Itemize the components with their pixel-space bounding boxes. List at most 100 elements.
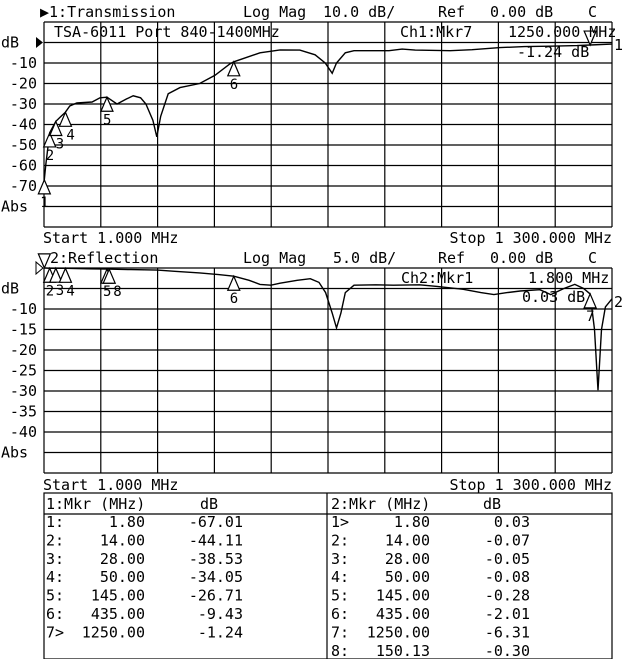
marker-id: 4:: [331, 568, 349, 586]
marker-freq: 28.00: [385, 550, 430, 568]
marker-label: 2: [46, 283, 54, 299]
marker-freq: 1.80: [109, 513, 145, 531]
y-tick-label: -70: [10, 177, 37, 195]
marker-id: 5:: [46, 587, 64, 605]
marker-label: 5: [103, 284, 111, 300]
marker-id: 1:: [46, 513, 64, 531]
ch1-ref-position-label: 1: [614, 36, 623, 54]
ch2-stop: Stop 1 300.000 MHz: [449, 476, 612, 494]
marker-db: -2.01: [485, 605, 530, 623]
table-left-header-db: dB: [200, 495, 218, 513]
marker-id: 3:: [46, 550, 64, 568]
marker-id: 8:: [331, 642, 349, 659]
y-tick-label: -10: [10, 54, 37, 72]
marker-4[interactable]: 4: [58, 266, 75, 299]
marker-db: -0.07: [485, 531, 530, 549]
y-tick-label: -40: [10, 116, 37, 134]
table-row: 4: 50.00 -34.05: [46, 568, 243, 586]
ch1-stop: Stop 1 300.000 MHz: [449, 229, 612, 247]
table-border: [43, 492, 613, 659]
marker-7[interactable]: [583, 30, 598, 47]
marker-triangle-icon: [37, 178, 52, 195]
marker-3[interactable]: 3: [48, 119, 64, 153]
y-tick-label: -60: [10, 157, 37, 175]
marker-7[interactable]: 7: [583, 292, 598, 325]
ch1-cal-indicator: C: [588, 3, 597, 21]
marker-freq: 28.00: [100, 550, 145, 568]
marker-triangle-icon: [226, 274, 241, 291]
table-row: 4: 50.00 -0.08: [331, 568, 530, 586]
ch2-title: 2:Reflection: [50, 249, 158, 267]
marker-freq: 150.13: [376, 642, 430, 659]
marker-label: 3: [56, 137, 64, 153]
marker-4[interactable]: 4: [58, 110, 75, 143]
table-right-header-db: dB: [483, 495, 501, 513]
table-row: 3: 28.00 -38.53: [46, 550, 243, 568]
marker-5[interactable]: 5: [100, 95, 114, 128]
ch1-ref-label: Ref: [438, 3, 465, 21]
marker-id: 4:: [46, 568, 64, 586]
marker-db: -26.71: [189, 587, 243, 605]
y-tick-label: Abs: [1, 198, 28, 216]
marker-label: 1: [40, 195, 48, 211]
y-tick-label: -10: [10, 300, 37, 318]
marker-6[interactable]: 6: [226, 274, 241, 307]
marker-triangle-icon: [100, 95, 114, 112]
table-row: 5: 145.00 -0.28: [331, 587, 530, 605]
ch1-title: ▶1:Transmission: [40, 3, 175, 21]
ch2-ref-label: Ref: [438, 249, 465, 267]
ch1-marker-value: -1.24 dB: [517, 43, 589, 61]
ch1-marker-readout: Ch1:Mkr7: [400, 23, 472, 41]
y-tick-label: dB: [1, 280, 19, 298]
table-row: 5: 145.00 -26.71: [46, 587, 243, 605]
marker-db: -0.08: [485, 568, 530, 586]
table-row: 3: 28.00 -0.05: [331, 550, 530, 568]
table-row: 1: 1.80 -67.01: [46, 513, 243, 531]
marker-id: 1>: [331, 513, 349, 531]
ch1-plot: 1 234 5 6: [36, 21, 613, 228]
marker-label: 7: [586, 309, 594, 325]
ch1-format: Log Mag: [243, 3, 306, 21]
y-tick-label: Abs: [1, 444, 28, 462]
table-row: 2: 14.00 -0.07: [331, 531, 530, 549]
ch1-marker-freq: 1250.000 MHz: [508, 23, 616, 41]
marker-triangle-icon: [58, 110, 73, 127]
marker-id: 6:: [331, 605, 349, 623]
marker-label: 6: [230, 291, 238, 307]
marker-3[interactable]: 3: [48, 266, 64, 299]
table-left-header-mkr: 1:Mkr (MHz): [46, 495, 145, 513]
marker-triangle-icon: [48, 119, 63, 137]
active-marker-triangle-icon: [583, 30, 598, 47]
ch2-marker-value: 0.03 dB: [522, 288, 585, 306]
marker-triangle-icon: [102, 267, 117, 284]
marker-label: 3: [56, 283, 64, 299]
ch2-marker-readout: Ch2:Mkr1: [401, 269, 473, 287]
marker-label: 6: [230, 77, 238, 93]
ch2-y-axis-labels: dB -10 -15 -20 -25 -30 -35 -40 Abs: [1, 280, 37, 462]
marker-id: 5:: [331, 587, 349, 605]
y-tick-label: -20: [10, 341, 37, 359]
ch1-note: TSA-6011 Port 840-1400MHz: [54, 23, 280, 41]
marker-label: 2: [46, 148, 54, 164]
marker-freq: 435.00: [91, 605, 145, 623]
table-row: 7> 1250.00 -1.24: [46, 623, 243, 641]
marker-db: -6.31: [485, 623, 530, 641]
marker-id: 2:: [331, 531, 349, 549]
marker-6[interactable]: 6: [226, 60, 241, 93]
marker-freq: 1250.00: [82, 623, 145, 641]
table-row: 2: 14.00 -44.11: [46, 531, 243, 549]
y-tick-label: -15: [10, 321, 37, 339]
ch2-plot: 2 3 4 5 6 7 8: [35, 253, 613, 474]
marker-8[interactable]: 8: [102, 267, 122, 300]
marker-2[interactable]: 2: [42, 131, 57, 164]
ch2-marker-freq: 1.800 MHz: [528, 269, 609, 287]
table-rows: 1: 1.80 -67.012: 14.00 -44.113: 28.00 -38.534:…: [46, 513, 530, 659]
table-row: 8: 150.13 -0.30: [331, 642, 530, 659]
y-tick-label: -25: [10, 362, 37, 380]
marker-1[interactable]: [37, 253, 52, 270]
marker-1[interactable]: 1: [37, 178, 52, 211]
marker-freq: 50.00: [100, 568, 145, 586]
marker-triangle-icon: [226, 60, 241, 77]
marker-id: 6:: [46, 605, 64, 623]
